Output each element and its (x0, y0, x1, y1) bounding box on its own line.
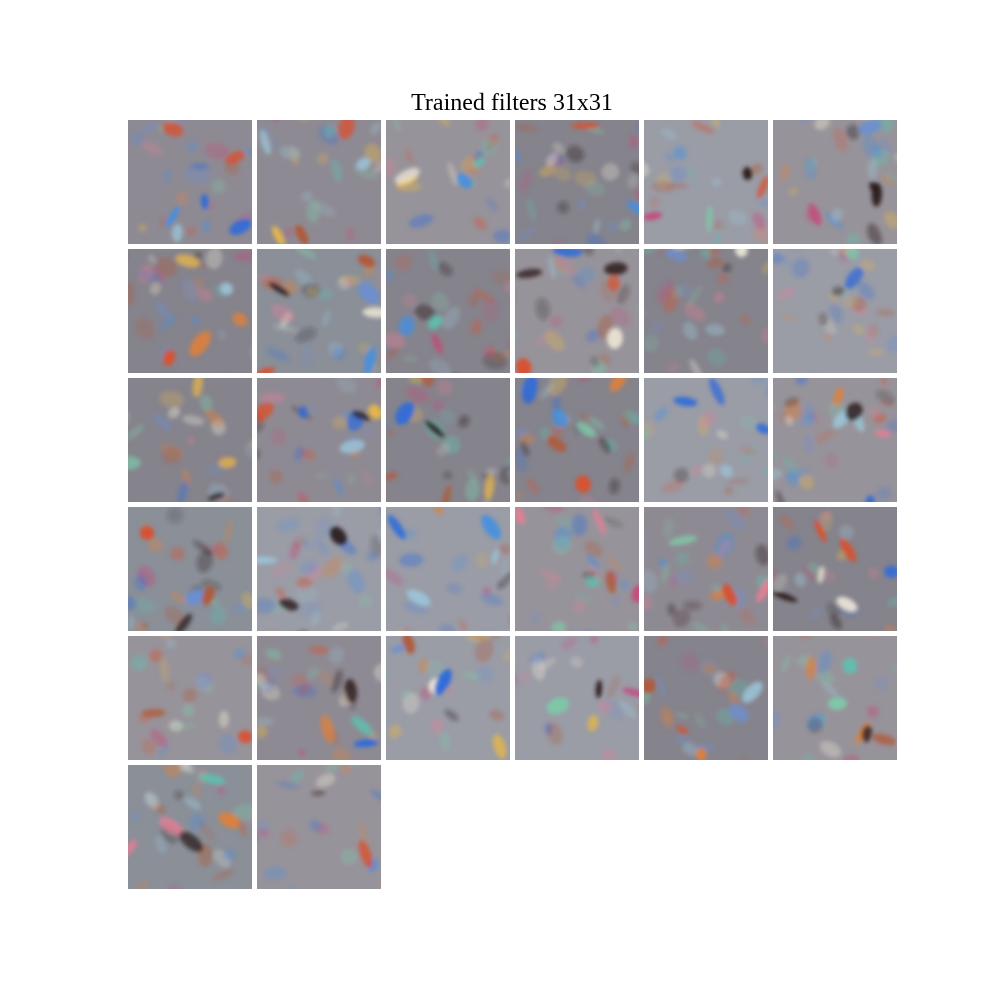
filter-image (644, 249, 768, 373)
filter-tile (386, 378, 510, 502)
filter-tile (386, 249, 510, 373)
filter-tile (257, 120, 381, 244)
filter-tile (773, 120, 897, 244)
filter-image (128, 765, 252, 889)
filter-tile (515, 249, 639, 373)
filter-image (128, 249, 252, 373)
filter-image (386, 636, 510, 760)
filter-tile (644, 378, 768, 502)
filter-image (515, 507, 639, 631)
filter-tile (515, 378, 639, 502)
filter-image (257, 249, 381, 373)
filter-image (773, 249, 897, 373)
filter-tile (515, 507, 639, 631)
filter-image (773, 378, 897, 502)
filter-image (644, 507, 768, 631)
filter-tile (644, 120, 768, 244)
filter-image (386, 120, 510, 244)
filter-image (128, 636, 252, 760)
filter-tile (773, 636, 897, 760)
filter-image (386, 378, 510, 502)
filter-tile (515, 636, 639, 760)
filter-tile (386, 120, 510, 244)
filter-image (257, 378, 381, 502)
filter-image (515, 120, 639, 244)
filter-tile (773, 378, 897, 502)
filter-image (257, 636, 381, 760)
filter-image (386, 249, 510, 373)
filter-tile (128, 507, 252, 631)
filter-image (515, 378, 639, 502)
filter-image (257, 120, 381, 244)
filter-tile (257, 636, 381, 760)
filter-tile (644, 507, 768, 631)
filter-image (773, 636, 897, 760)
filter-tile (257, 378, 381, 502)
filter-tile (128, 120, 252, 244)
filter-tile (257, 249, 381, 373)
filter-tile (128, 378, 252, 502)
filter-image (257, 765, 381, 889)
filter-tile (128, 636, 252, 760)
filter-tile (644, 636, 768, 760)
filter-tile (773, 249, 897, 373)
filter-image (386, 507, 510, 631)
filter-tile (386, 636, 510, 760)
filter-tile (257, 765, 381, 889)
filter-tile (386, 507, 510, 631)
filter-image (644, 378, 768, 502)
filter-tile (773, 507, 897, 631)
filter-tile (644, 249, 768, 373)
filter-tile (257, 507, 381, 631)
filter-image (773, 120, 897, 244)
filter-image (515, 636, 639, 760)
filter-tile (128, 765, 252, 889)
filter-image (515, 249, 639, 373)
filter-image (128, 507, 252, 631)
filter-image (128, 378, 252, 502)
filter-tile (515, 120, 639, 244)
filter-image (773, 507, 897, 631)
filter-tile (128, 249, 252, 373)
filter-image (644, 120, 768, 244)
figure-title: Trained filters 31x31 (411, 90, 613, 116)
filter-image (257, 507, 381, 631)
filter-image (128, 120, 252, 244)
filter-image (644, 636, 768, 760)
filter-grid (128, 120, 898, 890)
